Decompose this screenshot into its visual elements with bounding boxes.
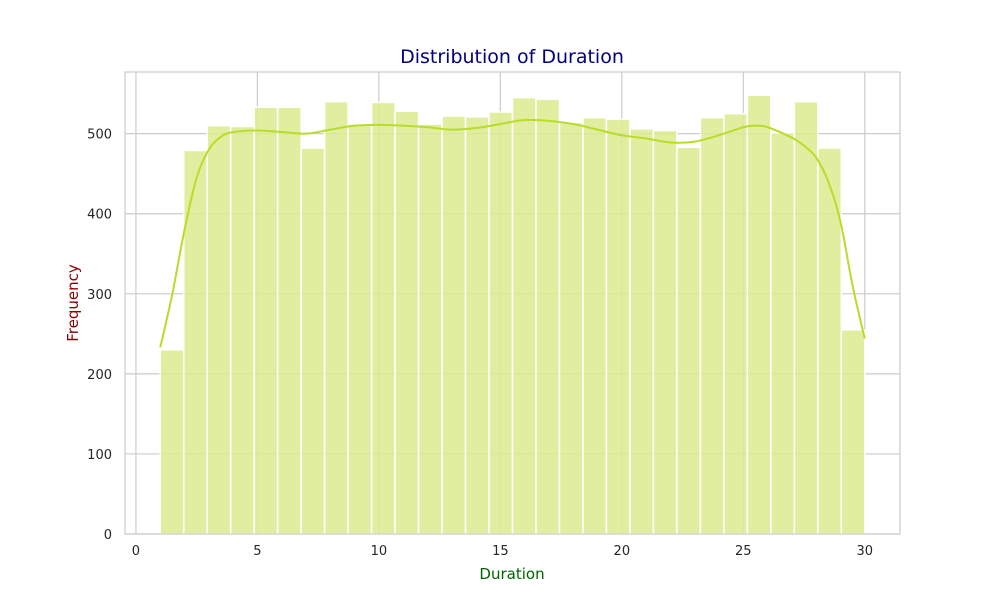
histogram-bars bbox=[159, 94, 866, 535]
histogram-bar bbox=[206, 124, 232, 535]
histogram-bar bbox=[347, 123, 373, 535]
x-tick-label: 10 bbox=[371, 544, 388, 559]
histogram-bar bbox=[746, 94, 772, 535]
histogram-bar bbox=[394, 110, 420, 535]
x-tick-label: 15 bbox=[492, 544, 509, 559]
histogram-bar bbox=[723, 112, 749, 535]
histogram-bar bbox=[605, 118, 631, 535]
histogram-bar bbox=[793, 100, 819, 535]
histogram-bar bbox=[629, 128, 655, 535]
y-tick-label: 200 bbox=[87, 368, 112, 383]
histogram-bar bbox=[582, 116, 608, 535]
histogram-bar bbox=[558, 121, 584, 535]
histogram-bar bbox=[276, 106, 302, 535]
x-axis-label: Duration bbox=[479, 565, 544, 583]
histogram-bar bbox=[300, 147, 326, 535]
histogram-bar bbox=[652, 129, 678, 535]
x-tick-label: 20 bbox=[614, 544, 631, 559]
histogram-bar bbox=[441, 115, 467, 535]
x-tick-label: 5 bbox=[253, 544, 261, 559]
histogram-bar bbox=[417, 123, 443, 535]
histogram-bar bbox=[488, 111, 514, 535]
y-tick-label: 300 bbox=[87, 288, 112, 303]
kde-curve bbox=[159, 118, 866, 348]
y-tick-label: 500 bbox=[87, 128, 112, 143]
plot-frame bbox=[124, 71, 901, 535]
histogram-bar bbox=[770, 132, 796, 535]
histogram-bar bbox=[229, 125, 255, 535]
x-axis-ticks: 0 5 10 15 20 25 30 bbox=[132, 544, 873, 559]
histogram-bar bbox=[159, 349, 185, 535]
histogram-bar bbox=[699, 116, 725, 535]
x-tick-label: 0 bbox=[132, 544, 140, 559]
histogram-bar bbox=[464, 116, 490, 535]
histogram-bar bbox=[370, 101, 396, 535]
histogram-bar bbox=[840, 329, 866, 535]
x-tick-label: 25 bbox=[735, 544, 752, 559]
y-tick-label: 400 bbox=[87, 208, 112, 223]
chart-title: Distribution of Duration bbox=[400, 46, 624, 68]
histogram-bar bbox=[182, 149, 208, 535]
histogram-bar bbox=[817, 147, 843, 535]
histogram-bar bbox=[323, 100, 349, 535]
histogram-bar bbox=[535, 98, 561, 535]
histogram-bar bbox=[253, 106, 279, 535]
y-axis-label: Frequency bbox=[64, 264, 82, 342]
histogram-bar bbox=[676, 146, 702, 535]
histogram-bar bbox=[511, 96, 537, 535]
y-tick-label: 0 bbox=[104, 528, 112, 543]
y-tick-label: 100 bbox=[87, 448, 112, 463]
y-axis-ticks: 0 100 200 300 400 500 bbox=[87, 128, 112, 543]
x-tick-label: 30 bbox=[856, 544, 873, 559]
